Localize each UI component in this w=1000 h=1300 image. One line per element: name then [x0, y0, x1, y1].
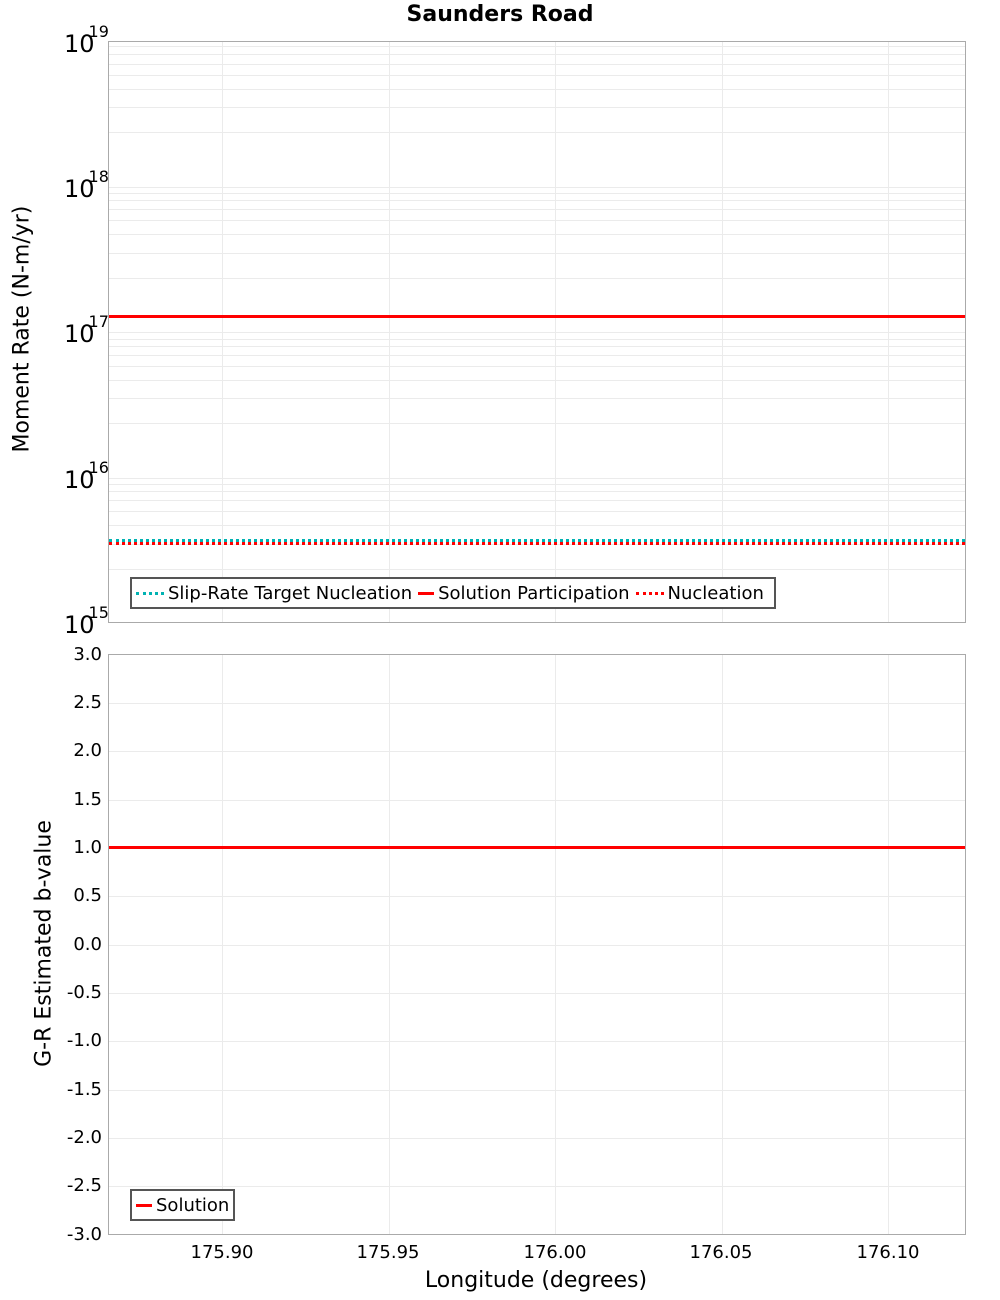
series-slip-rate-target-nucleation	[109, 539, 965, 542]
series-solution-b-value	[109, 846, 965, 849]
bottom-ytick: -2.0	[66, 1127, 102, 1148]
bottom-ytick: 1.0	[73, 837, 102, 858]
legend-item-solution-participation: Solution Participation	[418, 583, 630, 604]
x-axis-title: Longitude (degrees)	[424, 1268, 648, 1293]
bottom-ytick: 0.0	[73, 934, 102, 955]
bottom-ytick: 3.0	[73, 644, 102, 665]
bottom-plot-area: Solution	[108, 654, 966, 1235]
bottom-ytick: -2.5	[66, 1175, 102, 1196]
xtick: 176.00	[523, 1242, 587, 1263]
top-ytick-16: 1016	[64, 458, 109, 494]
bottom-legend: Solution	[130, 1189, 236, 1221]
legend-item-nucleation: Nucleation	[635, 583, 764, 604]
bottom-ytick: -0.5	[66, 982, 102, 1003]
bottom-ytick: -1.0	[66, 1030, 102, 1051]
bottom-ytick: 1.5	[73, 789, 102, 810]
legend-item-slip-rate-target-nucleation: Slip-Rate Target Nucleation	[136, 583, 412, 604]
chart-title: Saunders Road	[406, 2, 594, 27]
series-solution-participation	[109, 315, 965, 318]
bottom-ytick: 0.5	[73, 885, 102, 906]
top-ytick-17: 1017	[64, 312, 109, 348]
bottom-ytick: -1.5	[66, 1079, 102, 1100]
top-y-axis-title: Moment Rate (N-m/yr)	[9, 205, 35, 453]
xtick: 176.05	[689, 1242, 753, 1263]
series-nucleation	[109, 542, 965, 545]
bottom-ytick: -3.0	[66, 1224, 102, 1245]
xtick: 176.10	[856, 1242, 920, 1263]
top-ytick-19: 1019	[64, 22, 109, 58]
top-legend: Slip-Rate Target Nucleation Solution Par…	[130, 577, 776, 609]
top-ytick-15: 1015	[64, 603, 109, 639]
legend-item-solution: Solution	[136, 1195, 229, 1216]
xtick: 175.90	[190, 1242, 254, 1263]
top-ytick-18: 1018	[64, 167, 109, 203]
bottom-ytick: 2.5	[73, 692, 102, 713]
xtick: 175.95	[356, 1242, 420, 1263]
top-plot-area: Slip-Rate Target Nucleation Solution Par…	[108, 41, 966, 623]
bottom-ytick: 2.0	[73, 740, 102, 761]
